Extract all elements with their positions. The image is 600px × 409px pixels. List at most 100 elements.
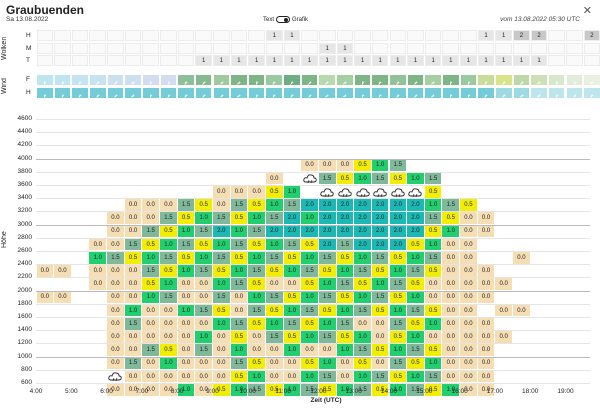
wind-arrow-icon xyxy=(477,74,495,86)
thermal-cell: 1.0 xyxy=(354,291,371,304)
cloud-cell xyxy=(160,43,177,54)
thermal-cell: 1.0 xyxy=(248,212,265,225)
wind-arrow-icon xyxy=(424,87,442,99)
gridline xyxy=(36,185,590,186)
thermal-cell: 1.5 xyxy=(160,212,177,225)
thermal-cell: 1.5 xyxy=(142,225,160,238)
thermal-cell: 0.0 xyxy=(477,331,495,343)
thermal-cell: 0.5 xyxy=(424,186,442,198)
thermal-cell: 0.0 xyxy=(371,318,389,330)
thermal-cell: 0.5 xyxy=(336,252,354,264)
toggle-switch[interactable] xyxy=(276,16,291,23)
thermal-cell: 0.0 xyxy=(442,318,460,330)
thermal-cell: 2.0 xyxy=(371,199,389,211)
thermal-cell: 0.5 xyxy=(424,384,442,396)
thermal-cell: 0.0 xyxy=(354,318,371,330)
thermal-cell: 0.0 xyxy=(213,344,230,357)
cloud-cell xyxy=(107,30,124,41)
time-tick: 7:00 xyxy=(135,388,149,395)
thermal-cell: 0.0 xyxy=(460,318,477,330)
cloud-cell xyxy=(36,43,54,54)
time-tick: 16:00 xyxy=(451,388,468,395)
cloud-cell xyxy=(530,43,548,54)
cloud-cell xyxy=(177,55,195,66)
thermal-cell: 0.0 xyxy=(460,384,477,396)
thermal-cell: 0.0 xyxy=(477,318,495,330)
thermal-cell: 1.0 xyxy=(283,265,301,277)
wind-arrow-icon xyxy=(124,74,142,86)
thermal-cell: 1.5 xyxy=(230,199,248,211)
thermal-cell: 0.5 xyxy=(371,344,389,357)
cloud-cell xyxy=(566,55,583,66)
thermal-cell: 1.0 xyxy=(124,304,142,317)
thermal-cell: 0.0 xyxy=(195,318,212,330)
thermal-cell: 0.5 xyxy=(142,238,160,251)
thermal-cell: 0.5 xyxy=(230,252,248,264)
thermal-cell: 1.5 xyxy=(371,172,389,185)
gridline xyxy=(36,317,590,318)
thermal-cell: 1.5 xyxy=(283,318,301,330)
thermal-cell: 1.0 xyxy=(318,318,336,330)
cloud-cell: 1 xyxy=(336,55,354,66)
thermal-cell: 0.0 xyxy=(195,357,212,370)
thermal-cell: 0.0 xyxy=(124,225,142,238)
wind-arrow-icon xyxy=(106,87,125,99)
thermal-cell: 0.0 xyxy=(195,278,212,291)
cloud-cell xyxy=(195,43,212,54)
thermal-cell: 0.0 xyxy=(160,318,177,330)
thermal-cell: 0.5 xyxy=(213,265,230,277)
thermal-cell: 0.5 xyxy=(265,186,283,198)
thermal-cell: 0.5 xyxy=(424,344,442,357)
cloud-cell xyxy=(107,55,124,66)
thermal-cell: 1.0 xyxy=(407,331,424,343)
cloud-cell xyxy=(283,43,301,54)
thermal-cell: 0.0 xyxy=(265,344,283,357)
wind-arrow-icon xyxy=(36,87,54,99)
cloud-cell xyxy=(71,55,89,66)
cloud-cell xyxy=(354,30,371,41)
cloud-cell xyxy=(36,30,54,41)
wind-arrow-icon xyxy=(194,87,213,99)
cloud-cell: 1 xyxy=(371,55,389,66)
thermal-cell: 0.0 xyxy=(107,384,124,396)
wind-arrow-icon xyxy=(106,74,125,86)
thermal-cell: 2.0 xyxy=(371,238,389,251)
thermal-cell: 0.0 xyxy=(301,159,318,172)
altitude-tick: 4200 xyxy=(17,141,32,149)
cloud-cell xyxy=(124,43,142,54)
cloud-cell xyxy=(548,55,565,66)
page-title: Graubuenden xyxy=(6,3,85,17)
cloud-cell: 1 xyxy=(301,55,318,66)
view-toggle[interactable]: Text Grafik xyxy=(263,16,308,23)
altitude-tick: 600 xyxy=(21,379,32,386)
thermal-cell: 1.5 xyxy=(301,384,318,396)
cloud-cell xyxy=(407,43,424,54)
thermal-cell: 0.5 xyxy=(318,384,336,396)
thermal-cell: 0.0 xyxy=(336,370,354,383)
wind-row-label: F xyxy=(26,76,30,83)
cloud-icon xyxy=(354,186,371,199)
altitude-tick: 3000 xyxy=(17,220,32,228)
cloud-cell xyxy=(230,30,248,41)
thermal-cell: 0.0 xyxy=(177,344,195,357)
thermal-cell: 0.0 xyxy=(283,357,301,370)
cloud-cell: 1 xyxy=(265,55,283,66)
thermal-cell: 0.0 xyxy=(142,212,160,225)
cloud-cell: 1 xyxy=(318,55,336,66)
close-icon[interactable]: ✕ xyxy=(582,5,592,17)
cloud-cell xyxy=(407,30,424,41)
thermal-cell: 1.5 xyxy=(389,357,407,370)
thermal-cell: 1.5 xyxy=(177,238,195,251)
thermal-cell: 1.5 xyxy=(195,265,212,277)
wind-arrow-icon xyxy=(194,74,213,86)
thermal-cell: 1.5 xyxy=(371,252,389,264)
thermal-cell: 1.5 xyxy=(230,238,248,251)
thermal-cell: 1.0 xyxy=(354,331,371,343)
thermal-cell: 1.0 xyxy=(89,252,107,264)
thermal-cell: 0.0 xyxy=(442,370,460,383)
thermal-cell: 0.5 xyxy=(160,265,177,277)
header: Graubuenden Sa 13.08.2022 Text Grafik vo… xyxy=(0,0,600,26)
thermal-cell: 0.5 xyxy=(407,357,424,370)
thermal-cell: 0.5 xyxy=(142,278,160,291)
thermal-cell: 0.0 xyxy=(89,238,107,251)
